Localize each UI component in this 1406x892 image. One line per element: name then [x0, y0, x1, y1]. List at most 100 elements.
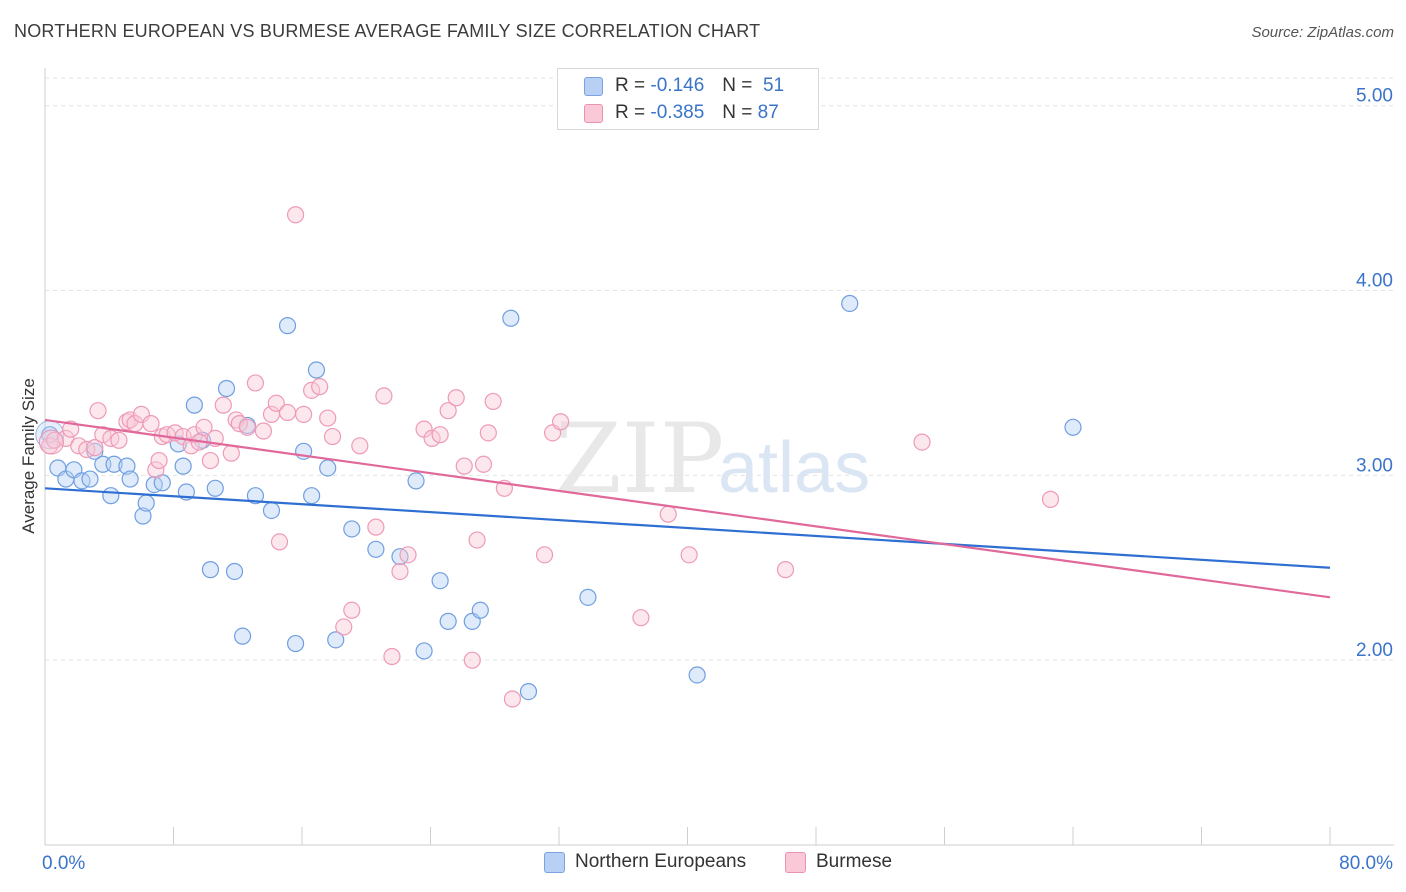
- legend-n-value: 87: [757, 102, 779, 123]
- axis-labels: 2.00 3.00 4.00 5.00 0.0% 80.0% Average Family …: [19, 86, 1393, 874]
- legend-r-value: -0.385: [650, 102, 705, 123]
- data-point: [367, 518, 385, 536]
- chart-title: NORTHERN EUROPEAN VS BURMESE AVERAGE FAM…: [14, 21, 761, 41]
- data-point: [286, 634, 305, 653]
- series-legend-swatch-burmese: [785, 851, 806, 873]
- data-point: [278, 403, 297, 422]
- data-point: [246, 487, 265, 505]
- data-point: [185, 396, 203, 414]
- data-point: [484, 392, 502, 411]
- watermark-zip: ZIP: [555, 403, 724, 515]
- legend-swatch-burmese: [584, 103, 603, 123]
- data-point: [1064, 418, 1082, 436]
- data-point: [238, 418, 256, 436]
- data-point: [335, 618, 353, 636]
- data-point: [150, 451, 168, 470]
- data-point: [455, 457, 473, 475]
- legend-n-value: 51: [762, 75, 785, 96]
- series-legend-northern-europeans: Northern Europeans: [544, 851, 746, 873]
- data-point: [474, 455, 493, 473]
- data-point: [327, 631, 345, 649]
- data-point: [246, 374, 265, 392]
- data-point: [121, 470, 139, 488]
- data-point: [206, 479, 224, 497]
- data-point: [447, 389, 465, 407]
- series-northern-europeans: [35, 294, 1082, 701]
- data-point: [62, 420, 80, 438]
- data-point: [535, 546, 554, 564]
- legend-swatch-northern-europeans: [584, 76, 603, 96]
- trend-line-burmese: [44, 418, 1331, 599]
- y-tick-label: 2.00: [1356, 640, 1393, 661]
- data-point: [323, 427, 342, 446]
- data-point: [552, 413, 570, 431]
- data-point: [519, 682, 538, 701]
- data-point: [303, 487, 321, 505]
- data-point: [311, 378, 329, 396]
- data-point: [688, 666, 706, 684]
- series-legend: Northern Europeans Burmese: [0, 851, 1406, 879]
- data-point: [367, 540, 385, 558]
- data-point: [307, 361, 326, 379]
- data-point: [431, 426, 449, 444]
- data-point: [142, 415, 160, 433]
- data-point: [479, 424, 497, 442]
- data-point: [94, 426, 112, 444]
- data-point: [89, 402, 107, 420]
- legend-row-burmese: R = -0.385 N = 87: [584, 101, 779, 125]
- legend-r-label: R =: [615, 102, 646, 123]
- data-point: [632, 609, 650, 627]
- data-point: [415, 642, 433, 660]
- data-point: [222, 444, 240, 462]
- data-point: [431, 572, 449, 590]
- data-point: [423, 429, 441, 447]
- gridlines: [45, 77, 1394, 661]
- data-point: [57, 429, 75, 447]
- data-point: [776, 561, 795, 579]
- data-point: [502, 309, 520, 327]
- data-point: [659, 505, 677, 523]
- trend-line-northern-europeans: [44, 487, 1331, 569]
- data-point: [399, 546, 417, 564]
- chart-source: Source: ZipAtlas.com: [1251, 24, 1394, 41]
- data-point: [118, 457, 136, 475]
- data-point: [201, 561, 220, 579]
- data-point: [270, 533, 289, 551]
- data-point: [230, 415, 248, 433]
- data-point: [343, 601, 361, 619]
- data-point: [295, 405, 313, 423]
- data-point: [407, 472, 425, 490]
- series-burmese: [38, 206, 1060, 708]
- legend-n-label: N =: [722, 102, 753, 123]
- data-point: [391, 562, 409, 581]
- data-point: [105, 455, 123, 473]
- data-point: [319, 409, 337, 427]
- watermark: ZIP atlas: [555, 403, 870, 515]
- data-point: [201, 451, 220, 470]
- y-tick-label: 5.00: [1356, 86, 1393, 107]
- legend-row-northern-europeans: R = -0.146 N = 51: [584, 74, 784, 98]
- data-point: [383, 647, 401, 666]
- data-point: [579, 588, 597, 606]
- data-point: [439, 402, 457, 420]
- data-point: [182, 437, 200, 455]
- x-tick-label: 0.0%: [42, 853, 85, 874]
- legend-r-value: -0.146: [650, 75, 705, 96]
- data-point: [262, 501, 281, 520]
- data-point: [174, 457, 192, 475]
- data-point: [503, 690, 522, 708]
- data-point: [841, 294, 859, 313]
- data-point: [267, 394, 285, 412]
- data-point: [137, 494, 155, 512]
- y-tick-label: 3.00: [1356, 455, 1393, 476]
- data-point: [233, 627, 252, 645]
- data-point: [217, 379, 236, 398]
- data-point: [38, 429, 64, 455]
- legend-n-label: N =: [722, 75, 753, 96]
- watermark-atlas: atlas: [718, 428, 870, 508]
- series-legend-label: Burmese: [816, 851, 893, 872]
- data-point: [81, 470, 99, 488]
- data-point: [468, 531, 486, 549]
- data-point: [195, 418, 213, 436]
